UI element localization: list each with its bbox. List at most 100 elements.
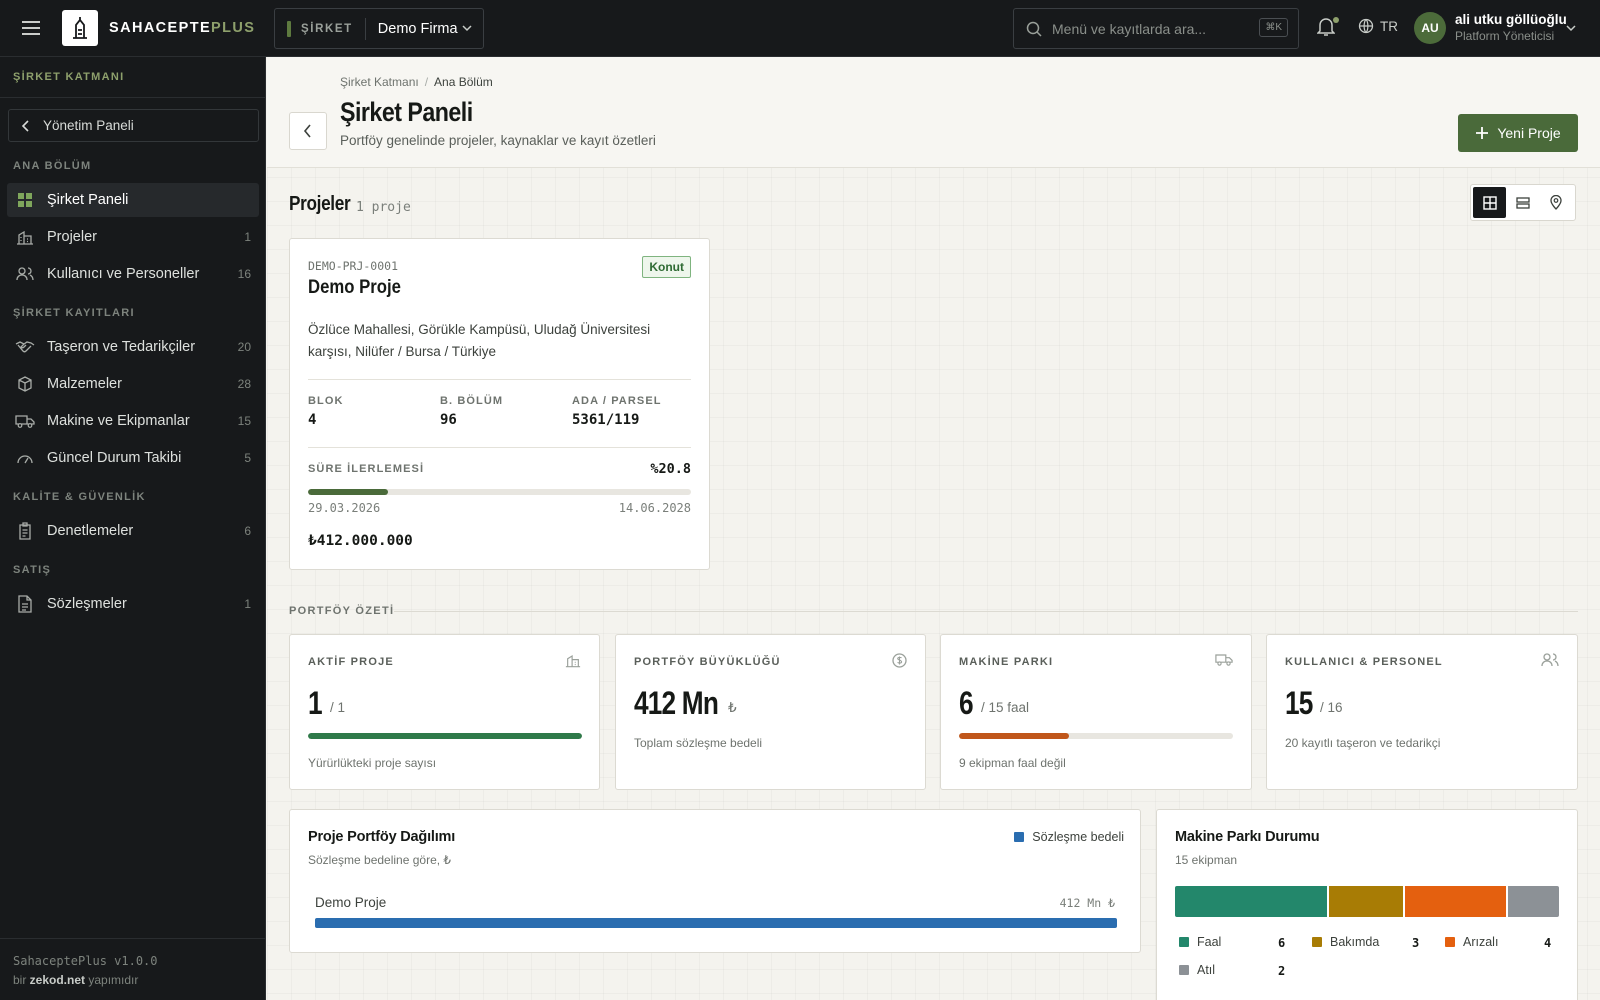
credit-link[interactable]: zekod.net — [29, 973, 86, 987]
project-name: Demo Proje — [308, 277, 401, 298]
legend-item-faulty: Arızalı — [1445, 935, 1498, 949]
clipboard-icon — [15, 521, 35, 541]
project-budget: ₺412.000.000 — [308, 533, 413, 549]
menu-icon[interactable] — [0, 0, 62, 57]
progress-bar-fill — [308, 489, 388, 495]
search-placeholder: Menü ve kayıtlarda ara... — [1052, 20, 1207, 37]
sidebar-item-company-panel[interactable]: Şirket Paneli — [7, 183, 259, 217]
search-icon — [1026, 21, 1042, 37]
project-address: Özlüce Mahallesi, Görükle Kampüsü, Uluda… — [308, 322, 651, 359]
kpi-machine-park: MAKİNE PARKI 6 / 15 faal 9 ekipman faal … — [940, 634, 1252, 790]
project-card[interactable]: DEMO-PRJ-0001 Demo Proje Konut Özlüce Ma… — [289, 238, 710, 570]
kpi-label: MAKİNE PARKI — [959, 656, 1054, 668]
box-icon — [15, 374, 35, 394]
kpi-label: KULLANICI & PERSONEL — [1285, 656, 1443, 668]
kpi-label: AKTİF PROJE — [308, 656, 394, 668]
user-name[interactable]: ali utku göllüoğlu — [1455, 12, 1567, 27]
chart-legend: Sözleşme bedeli — [1014, 830, 1124, 844]
list-view-button[interactable] — [1506, 187, 1539, 218]
kpi-active-projects: AKTİF PROJE 1 / 1 Yürürlükteki proje say… — [289, 634, 600, 790]
stat-value: 96 — [440, 412, 457, 428]
globe-icon — [1358, 18, 1374, 34]
kpi-value: 412 Mn — [634, 685, 719, 721]
legend-swatch — [1312, 937, 1322, 947]
chevron-left-icon — [21, 119, 29, 132]
company-tag: ŞİRKET — [301, 22, 353, 35]
grid-view-button[interactable] — [1473, 187, 1507, 218]
sidebar-item-subcontractors[interactable]: Taşeron ve Tedarikçiler 20 — [7, 330, 259, 364]
building-icon — [15, 227, 35, 247]
grid-icon — [15, 190, 35, 210]
legend-value: 6 — [1278, 936, 1286, 950]
stat-value: 5361/119 — [572, 412, 640, 428]
company-selector[interactable]: ŞİRKET Demo Firma — [274, 8, 484, 49]
stack-segment-faal — [1175, 886, 1329, 917]
stat-label: B. BÖLÜM — [440, 395, 504, 407]
kpi-suffix: / 1 — [330, 700, 346, 715]
sidebar-item-status-tracking[interactable]: Güncel Durum Takibi 5 — [7, 441, 259, 475]
sidebar-section-title: ŞİRKET KAYITLARI — [13, 307, 135, 319]
user-menu-chevron-icon[interactable] — [1565, 22, 1577, 34]
chevron-left-icon — [303, 124, 311, 138]
avatar[interactable]: AU — [1414, 12, 1446, 44]
company-name: Demo Firma — [377, 20, 458, 37]
stat-label: BLOK — [308, 395, 344, 407]
document-icon — [15, 594, 35, 614]
user-role: Platform Yöneticisi — [1455, 29, 1555, 43]
machine-park-status-chart: Makine Parkı Durumu 15 ekipman Faal 6 Ba… — [1156, 809, 1578, 1000]
language-selector[interactable]: TR — [1358, 18, 1398, 34]
gauge-icon — [15, 448, 35, 468]
portfolio-bar-plot — [315, 918, 1117, 928]
project-type-badge: Konut — [642, 256, 691, 278]
kpi-note: 20 kayıtlı taşeron ve tedarikçi — [1285, 736, 1441, 750]
truck-icon — [15, 411, 35, 431]
chart-subtitle: 15 ekipman — [1175, 853, 1238, 867]
new-project-button[interactable]: Yeni Proje — [1458, 114, 1578, 152]
back-to-admin-panel[interactable]: Yönetim Paneli — [8, 109, 259, 142]
sidebar-header: ŞİRKET KATMANI — [13, 71, 125, 83]
map-view-button[interactable] — [1540, 187, 1573, 218]
page-header: Şirket Katmanı / Ana Bölüm Şirket Paneli P… — [267, 57, 1600, 168]
plus-icon — [1476, 127, 1489, 139]
sidebar-item-users[interactable]: Kullanıcı ve Personeller 16 — [7, 257, 259, 291]
credit: bir zekod.net yapımıdır — [13, 973, 139, 987]
notification-bell-icon[interactable] — [1317, 17, 1335, 37]
main-content: Şirket Katmanı / Ana Bölüm Şirket Paneli P… — [267, 57, 1600, 1000]
bar-value-label: 412 Mn ₺ — [1059, 896, 1115, 910]
app-logo[interactable] — [62, 10, 98, 46]
building-icon — [565, 653, 581, 668]
legend-value: 3 — [1412, 936, 1420, 950]
breadcrumb-current: Ana Bölüm — [434, 75, 493, 89]
company-accent-bar — [287, 20, 291, 37]
kpi-value: 1 — [308, 685, 323, 721]
sidebar-section-title: KALİTE & GÜVENLİK — [13, 491, 146, 503]
page-title: Şirket Paneli — [340, 97, 473, 127]
kpi-note: 9 ekipman faal değil — [959, 756, 1066, 770]
sidebar-item-materials[interactable]: Malzemeler 28 — [7, 367, 259, 401]
app-version: SahaceptePlus v1.0.0 — [13, 954, 158, 968]
breadcrumb-item[interactable]: Şirket Katmanı — [340, 75, 419, 89]
sidebar-item-projects[interactable]: Projeler 1 — [7, 220, 259, 254]
legend-value: 2 — [1278, 964, 1286, 978]
kpi-label: PORTFÖY BÜYÜKLÜĞÜ — [634, 656, 781, 668]
kpi-suffix: / 16 — [1320, 700, 1343, 715]
progress-value: %20.8 — [650, 461, 691, 477]
list-icon — [1516, 196, 1530, 209]
sidebar-item-inspections[interactable]: Denetlemeler 6 — [7, 514, 259, 548]
search-input[interactable]: Menü ve kayıtlarda ara... ⌘K — [1013, 8, 1299, 49]
kpi-value: 6 — [959, 685, 974, 721]
bar-category-label: Demo Proje — [315, 895, 387, 910]
stat-label: ADA / PARSEL — [572, 395, 662, 407]
legend-swatch — [1179, 965, 1189, 975]
machine-status-stacked-bar — [1175, 886, 1559, 917]
kpi-users: KULLANICI & PERSONEL 15 / 16 20 kayıtlı … — [1266, 634, 1578, 790]
sidebar-item-machines[interactable]: Makine ve Ekipmanlar 15 — [7, 404, 259, 438]
stat-value: 4 — [308, 412, 317, 428]
legend-swatch — [1014, 832, 1025, 842]
legend-value: 4 — [1544, 936, 1552, 950]
back-button[interactable] — [289, 112, 327, 150]
projects-count: 1 proje — [356, 200, 411, 215]
sidebar-item-contracts[interactable]: Sözleşmeler 1 — [7, 587, 259, 621]
legend-swatch — [1445, 937, 1455, 947]
legend-item-maintenance: Bakımda — [1312, 935, 1379, 949]
